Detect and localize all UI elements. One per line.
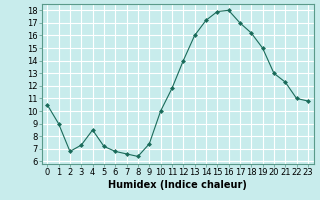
X-axis label: Humidex (Indice chaleur): Humidex (Indice chaleur) <box>108 180 247 190</box>
